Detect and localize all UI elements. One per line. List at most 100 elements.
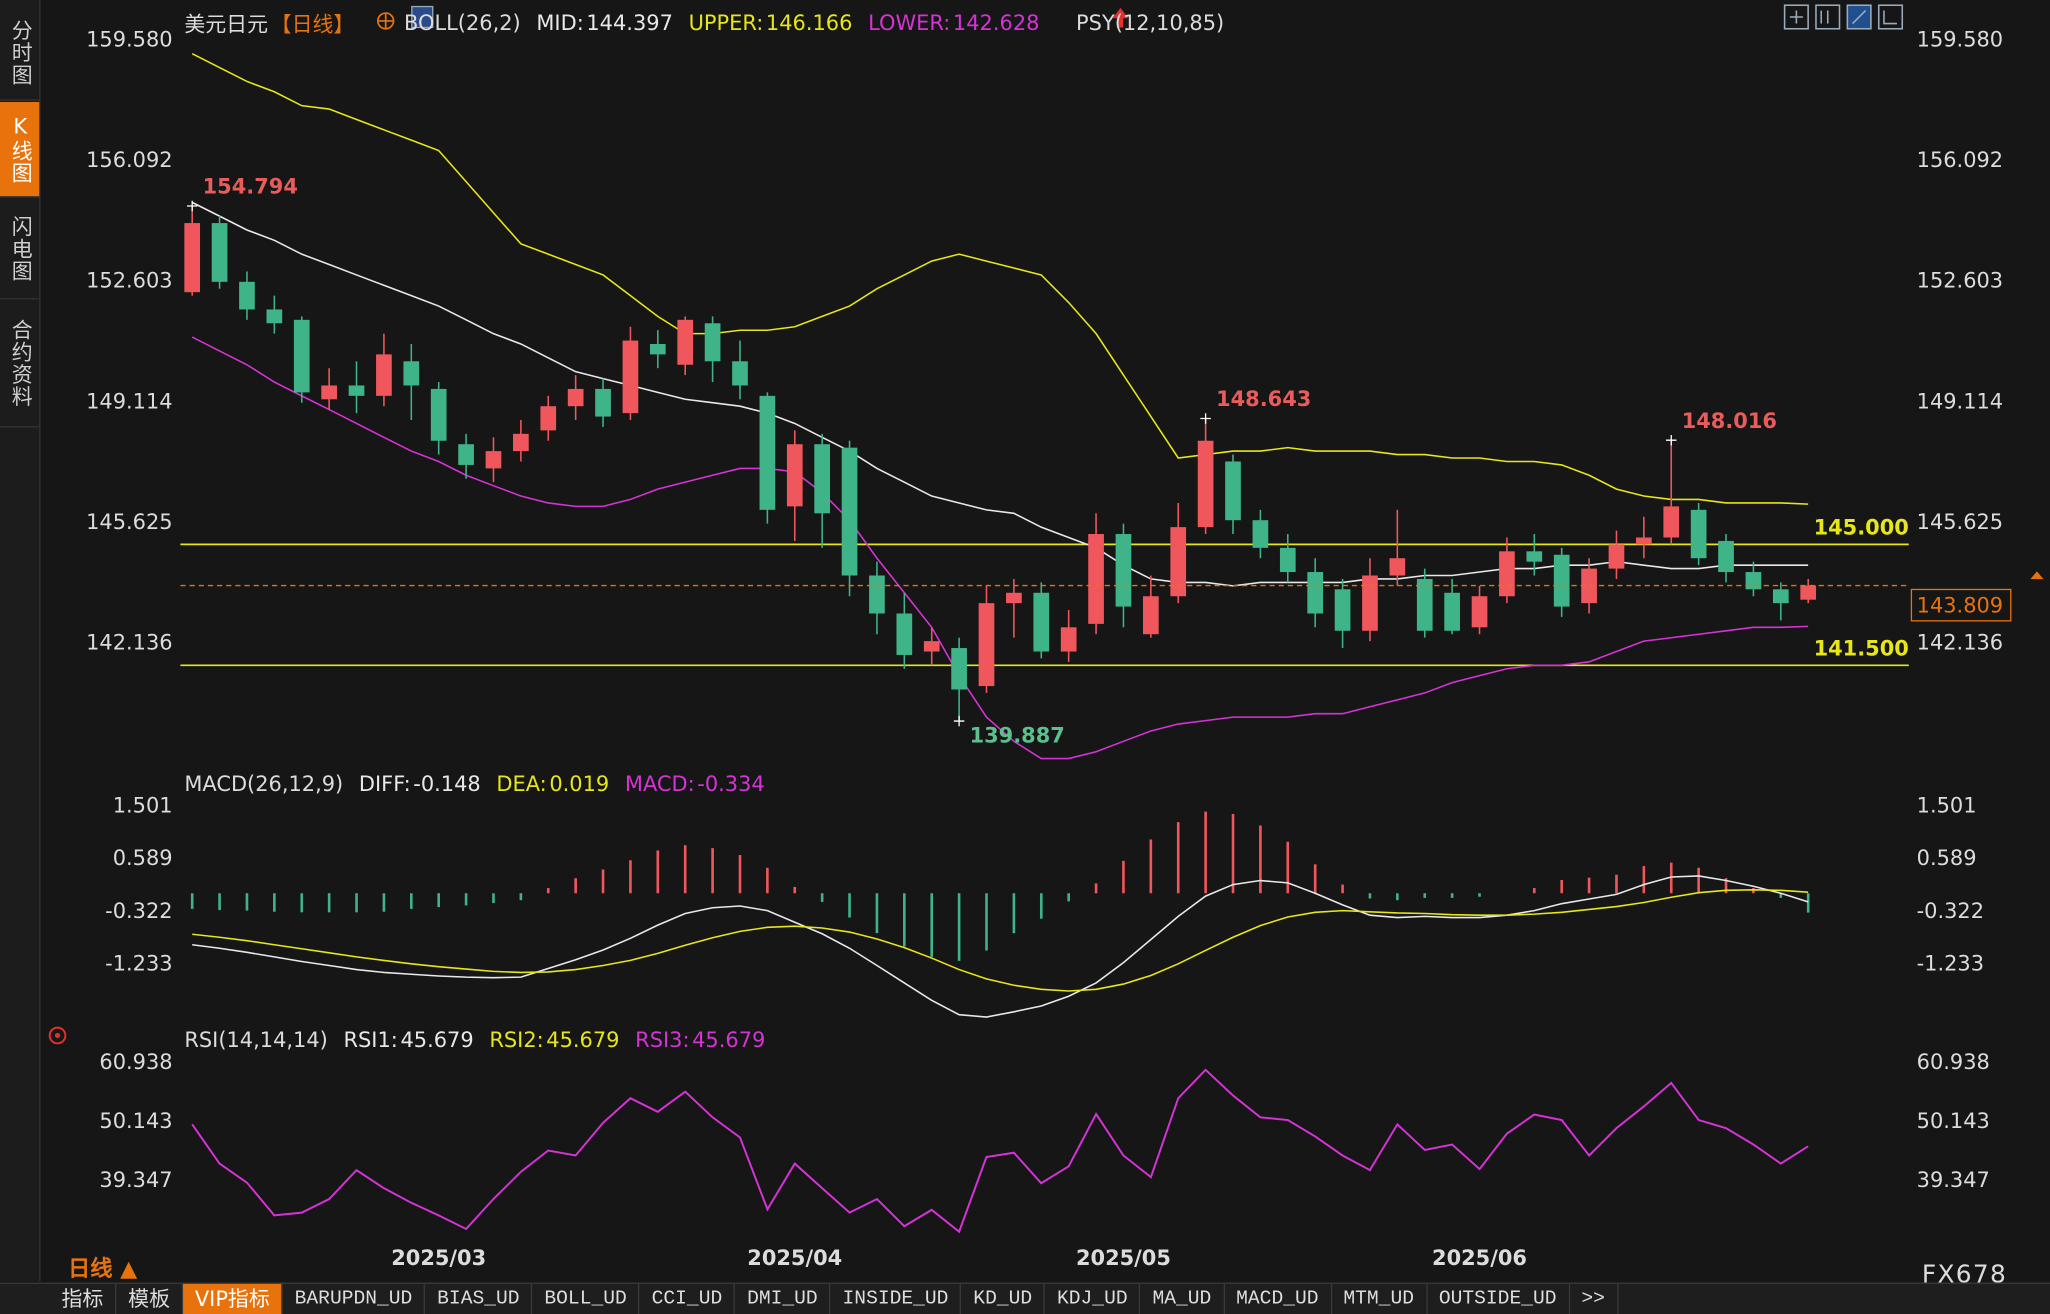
- candle-body: [1581, 568, 1597, 604]
- footer-tab[interactable]: OUTSIDE_UD: [1427, 1283, 1570, 1314]
- icon[interactable]: [1815, 4, 1841, 30]
- extreme-marker: [1200, 413, 1211, 424]
- x-tick-label: 2025/06: [1432, 1246, 1527, 1270]
- footer-tab[interactable]: BARUPDN_UD: [283, 1283, 426, 1314]
- footer-tab[interactable]: MA_UD: [1141, 1283, 1225, 1314]
- rsi-line: [191, 1068, 1809, 1234]
- candle-body: [1307, 572, 1324, 614]
- footer-tab[interactable]: MTM_UD: [1332, 1283, 1428, 1314]
- footer-tab[interactable]: 指标: [50, 1283, 117, 1314]
- level-label: 141.500: [1814, 637, 1909, 661]
- y-tick-label: 142.136: [86, 630, 172, 654]
- candle-body: [1718, 540, 1734, 573]
- candle-body: [1608, 544, 1625, 569]
- icon-glyph: [1789, 9, 1898, 25]
- last-price-box: [1910, 588, 2012, 622]
- candle-body: [1745, 572, 1762, 590]
- candle-body: [1444, 592, 1460, 631]
- candle-body: [266, 309, 283, 324]
- sidebar-tab[interactable]: K线图: [0, 101, 40, 198]
- y-tick-label: 60.938: [99, 1050, 172, 1074]
- candle-body: [1170, 527, 1187, 597]
- rsi-header: RSI(14,14,14) RSI1: 45.679 RSI2: 45.679 RS…: [184, 1028, 768, 1053]
- footer-tab[interactable]: BIAS_UD: [425, 1283, 533, 1314]
- icon[interactable]: [1783, 4, 1809, 30]
- footer-tab[interactable]: INSIDE_UD: [831, 1283, 962, 1314]
- y-tick-label: 145.625: [86, 510, 172, 534]
- candle-body: [951, 648, 967, 690]
- candle-body: [869, 575, 885, 614]
- footer-tab[interactable]: VIP指标: [183, 1283, 283, 1314]
- y-tick-label: 159.580: [86, 28, 172, 52]
- legend-name: DEA:: [496, 771, 547, 797]
- footer-tab[interactable]: DMI_UD: [735, 1283, 831, 1314]
- rsi-icon[interactable]: [48, 1026, 67, 1045]
- macd-line: [192, 875, 1809, 1018]
- header-icons: [376, 5, 1129, 30]
- candle-body: [184, 223, 201, 293]
- footer-tab[interactable]: KDJ_UD: [1045, 1283, 1141, 1314]
- candle-body: [677, 319, 694, 365]
- candle-body: [458, 444, 474, 465]
- y-tick-label-right: 60.938: [1917, 1050, 1990, 1074]
- candle-body: [1115, 534, 1132, 607]
- extreme-label: 148.643: [1216, 387, 1311, 411]
- footer-tab[interactable]: >>: [1570, 1283, 1618, 1314]
- candle-body: [1279, 547, 1296, 573]
- legend-name: RSI3:: [635, 1027, 690, 1053]
- candle-body: [1142, 596, 1159, 635]
- candle-body: [1663, 506, 1680, 538]
- period-switch[interactable]: 日线 ▲: [67, 1256, 138, 1283]
- extreme-label: 148.016: [1682, 409, 1777, 433]
- legend-name: MACD:: [624, 771, 695, 797]
- candle-body: [211, 223, 228, 282]
- legend-name: UPPER:: [688, 9, 764, 35]
- rsi-icon-dot: [54, 1032, 61, 1039]
- candle-body: [348, 385, 365, 396]
- y-tick-label-right: -1.233: [1917, 952, 1984, 976]
- candle-body: [1033, 592, 1050, 652]
- psy-label: PSY(12,10,85): [1076, 9, 1225, 35]
- footer-tab[interactable]: BOLL_UD: [533, 1283, 640, 1314]
- icon[interactable]: [1877, 4, 1904, 30]
- extreme-marker: [186, 200, 198, 212]
- legend-name: LOWER:: [868, 9, 951, 35]
- legend-value: 0.019: [549, 771, 610, 797]
- candle-body: [923, 641, 940, 652]
- candle-body: [1526, 551, 1543, 562]
- y-tick-label: 39.347: [99, 1168, 172, 1192]
- candle-body: [430, 388, 447, 441]
- legend-value: 142.628: [952, 9, 1040, 35]
- footer-tab[interactable]: KD_UD: [962, 1283, 1046, 1314]
- sidebar-tab[interactable]: 合约资料: [0, 301, 40, 428]
- boll-line: [191, 201, 1809, 587]
- candle-body: [1334, 589, 1351, 631]
- candle-body: [649, 344, 666, 355]
- symbol: 美元日元: [184, 11, 269, 37]
- footer-tab[interactable]: 模板: [116, 1283, 184, 1314]
- candle-body: [814, 444, 831, 514]
- y-tick-label-right: 39.347: [1917, 1168, 1990, 1192]
- boll-icon[interactable]: [411, 5, 434, 29]
- candle-body: [567, 388, 584, 407]
- candle-body: [321, 385, 337, 400]
- candle-body: [376, 354, 392, 396]
- legend-value: -0.334: [697, 771, 765, 797]
- x-tick-label: 2025/04: [747, 1246, 842, 1270]
- footer-tab[interactable]: CCI_UD: [640, 1283, 736, 1314]
- sidebar-tab[interactable]: 闪电图: [0, 199, 40, 300]
- candle-body: [786, 444, 803, 507]
- candle-body: [841, 447, 858, 576]
- extreme-marker: [953, 715, 965, 727]
- boll-line: [191, 53, 1809, 505]
- candle-body: [239, 281, 255, 310]
- footer-tab[interactable]: MACD_UD: [1224, 1283, 1332, 1314]
- sidebar-tab[interactable]: 分时图: [0, 5, 40, 101]
- indicator-title: MACD(26,12,9): [184, 771, 344, 797]
- candle-body: [759, 395, 776, 510]
- macd-header: MACD(26,12,9) DIFF: -0.148 DEA: 0.019 MACD…: [184, 771, 767, 796]
- indicator-title: BOLL(26,2): [404, 9, 521, 35]
- price-marker: [2030, 571, 2044, 580]
- candle-body: [1416, 578, 1433, 631]
